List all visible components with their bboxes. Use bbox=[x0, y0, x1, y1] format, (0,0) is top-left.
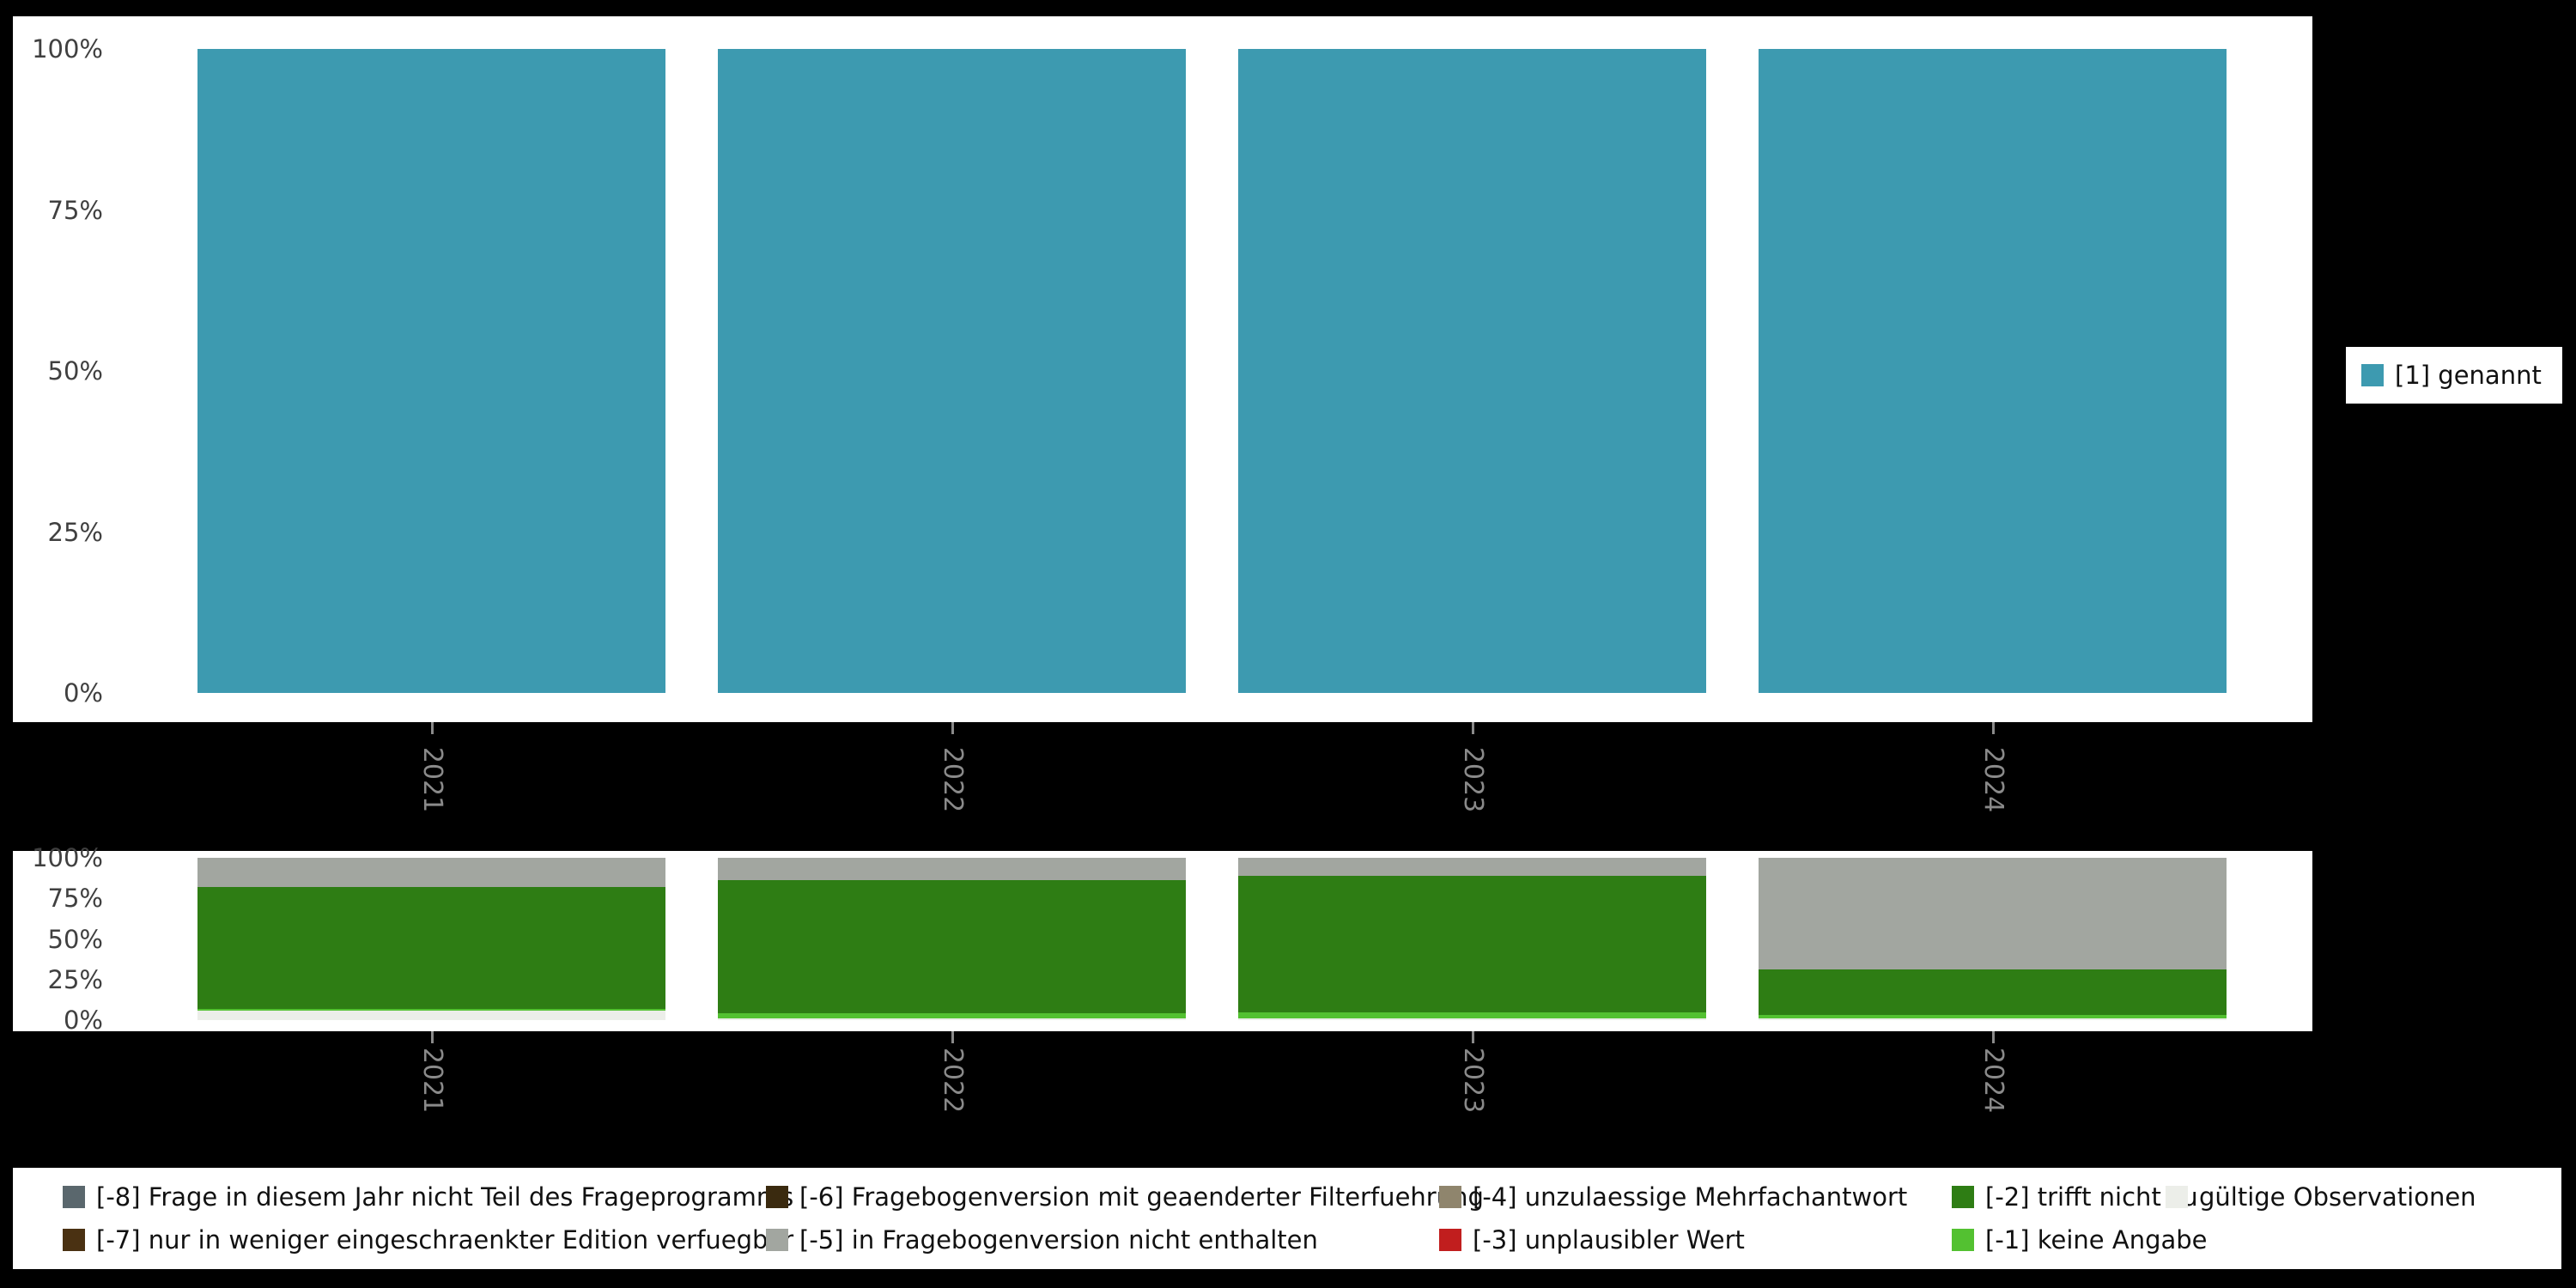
bar-2022-1-keine-angabe[interactable] bbox=[718, 1013, 1186, 1019]
legend-entry-2-trifft-nicht-zu[interactable]: [-2] trifft nicht zu bbox=[1952, 1180, 2198, 1214]
legend-entry-8-frage-in-diesem-jahr-nicht-teil-des-frageprogramms[interactable]: [-8] Frage in diesem Jahr nicht Teil des… bbox=[63, 1180, 793, 1214]
bar-2023-1-keine-angabe[interactable] bbox=[1238, 1012, 1706, 1019]
bar-2023-1-genannt[interactable] bbox=[1238, 49, 1706, 693]
legend-entry-7-nur-in-weniger-eingeschraenkter-edition-verfuegbar[interactable]: [-7] nur in weniger eingeschraenkter Edi… bbox=[63, 1223, 793, 1257]
top-ytick-0: 0% bbox=[63, 678, 103, 708]
legend-label-8-frage-in-diesem-jahr-nicht-teil-des-frageprogramms: [-8] Frage in diesem Jahr nicht Teil des… bbox=[96, 1182, 794, 1212]
top-xlabel-2024: 2024 bbox=[1978, 746, 2008, 813]
legend-entry-5-in-fragebogenversion-nicht-enthalten[interactable]: [-5] in Fragebogenversion nicht enthalte… bbox=[766, 1223, 1318, 1257]
frequencies-legend: [1] genannt bbox=[2346, 347, 2562, 404]
bar-2021-1-genannt[interactable] bbox=[197, 49, 665, 693]
bottom-xtick-2024 bbox=[1991, 1031, 1995, 1043]
bottom-xlabel-2021: 2021 bbox=[416, 1047, 447, 1114]
legend-swatch-4-unzulaessige-mehrfachantwort bbox=[1439, 1186, 1461, 1208]
bottom-ytick-25: 25% bbox=[47, 964, 103, 994]
bar-2024-g-ltige-observationen[interactable] bbox=[1759, 1018, 2227, 1020]
legend-entry-6-fragebogenversion-mit-geaenderter-filterfuehrung[interactable]: [-6] Fragebogenversion mit geaenderter F… bbox=[766, 1180, 1484, 1214]
bar-2024-2-trifft-nicht-zu[interactable] bbox=[1759, 969, 2227, 1016]
missings-chart-panel: 100% 75% 50% 25% 0% bbox=[13, 843, 2312, 1035]
legend-swatch-2-trifft-nicht-zu bbox=[1952, 1186, 1974, 1208]
top-xtick-2023 bbox=[1471, 722, 1474, 734]
legend-swatch-5-in-fragebogenversion-nicht-enthalten bbox=[766, 1229, 788, 1251]
legend-label-4-unzulaessige-mehrfachantwort: [-4] unzulaessige Mehrfachantwort bbox=[1473, 1182, 1908, 1212]
top-xlabel-2023: 2023 bbox=[1457, 746, 1488, 813]
bar-2024-1-genannt[interactable] bbox=[1759, 49, 2227, 693]
bar-2023-5-in-fragebogenversion-nicht-enthalten[interactable] bbox=[1238, 858, 1706, 876]
legend-swatch-3-unplausibler-wert bbox=[1439, 1229, 1461, 1251]
legend-entry-1-keine-angabe[interactable]: [-1] keine Angabe bbox=[1952, 1223, 2208, 1257]
bar-2021-1-keine-angabe[interactable] bbox=[197, 1008, 665, 1011]
bar-2024-5-in-fragebogenversion-nicht-enthalten[interactable] bbox=[1759, 858, 2227, 970]
top-xtick-2022 bbox=[951, 722, 954, 734]
bar-2022-g-ltige-observationen[interactable] bbox=[718, 1018, 1186, 1020]
top-ytick-100: 100% bbox=[32, 34, 103, 64]
bottom-ytick-75: 75% bbox=[47, 884, 103, 914]
bar-2022-5-in-fragebogenversion-nicht-enthalten[interactable] bbox=[718, 858, 1186, 881]
bottom-xtick-2022 bbox=[951, 1031, 954, 1043]
bar-2021-5-in-fragebogenversion-nicht-enthalten[interactable] bbox=[197, 858, 665, 888]
bar-2022-1-genannt[interactable] bbox=[718, 49, 1186, 693]
bottom-ytick-0: 0% bbox=[63, 1005, 103, 1035]
top-xtick-2024 bbox=[1991, 722, 1995, 734]
legend-label-3-unplausibler-wert: [-3] unplausibler Wert bbox=[1473, 1225, 1745, 1255]
bar-2021-2-trifft-nicht-zu[interactable] bbox=[197, 887, 665, 1009]
legend-swatch-7-nur-in-weniger-eingeschraenkter-edition-verfuegbar bbox=[63, 1229, 85, 1251]
legend-label-7-nur-in-weniger-eingeschraenkter-edition-verfuegbar: [-7] nur in weniger eingeschraenkter Edi… bbox=[96, 1225, 794, 1255]
bottom-xtick-2023 bbox=[1471, 1031, 1474, 1043]
legend-label-2-trifft-nicht-zu: [-2] trifft nicht zu bbox=[1985, 1182, 2198, 1212]
legend-label-1-keine-angabe: [-1] keine Angabe bbox=[1985, 1225, 2208, 1255]
legend-entry-g-ltige-observationen[interactable]: gültige Observationen bbox=[2166, 1180, 2476, 1214]
legend-swatch-genannt[interactable] bbox=[2361, 364, 2384, 386]
bar-2023-g-ltige-observationen[interactable] bbox=[1238, 1018, 1706, 1020]
bottom-xlabel-2023: 2023 bbox=[1457, 1047, 1488, 1114]
bottom-ytick-100: 100% bbox=[32, 843, 103, 872]
legend-label-5-in-fragebogenversion-nicht-enthalten: [-5] in Fragebogenversion nicht enthalte… bbox=[799, 1225, 1318, 1255]
top-xlabel-2022: 2022 bbox=[937, 746, 968, 813]
bar-2022-2-trifft-nicht-zu[interactable] bbox=[718, 880, 1186, 1014]
bar-2023-2-trifft-nicht-zu[interactable] bbox=[1238, 875, 1706, 1012]
bar-2024-1-keine-angabe[interactable] bbox=[1759, 1015, 2227, 1019]
bar-2021-g-ltige-observationen[interactable] bbox=[197, 1010, 665, 1020]
legend-swatch-6-fragebogenversion-mit-geaenderter-filterfuehrung bbox=[766, 1186, 788, 1208]
legend-swatch-8-frage-in-diesem-jahr-nicht-teil-des-frageprogramms bbox=[63, 1186, 85, 1208]
bottom-xlabel-2024: 2024 bbox=[1978, 1047, 2008, 1114]
bottom-xtick-2021 bbox=[430, 1031, 434, 1043]
legend-label-g-ltige-observationen: gültige Observationen bbox=[2199, 1182, 2476, 1212]
top-ytick-75: 75% bbox=[47, 195, 103, 225]
legend-entry-3-unplausibler-wert[interactable]: [-3] unplausibler Wert bbox=[1439, 1223, 1745, 1257]
legend-swatch-g-ltige-observationen bbox=[2166, 1186, 2188, 1208]
top-ytick-50: 50% bbox=[47, 356, 103, 386]
top-xlabel-2021: 2021 bbox=[416, 746, 447, 813]
legend-swatch-1-keine-angabe bbox=[1952, 1229, 1974, 1251]
legend-label-6-fragebogenversion-mit-geaenderter-filterfuehrung: [-6] Fragebogenversion mit geaenderter F… bbox=[799, 1182, 1484, 1212]
legend-entry-4-unzulaessige-mehrfachantwort[interactable]: [-4] unzulaessige Mehrfachantwort bbox=[1439, 1180, 1907, 1214]
legend-label-genannt: [1] genannt bbox=[2395, 361, 2542, 390]
top-ytick-25: 25% bbox=[47, 517, 103, 547]
bottom-ytick-50: 50% bbox=[47, 924, 103, 954]
top-xtick-2021 bbox=[430, 722, 434, 734]
frequencies-chart-panel: 100% 75% 50% 25% 0% bbox=[13, 16, 2312, 722]
bottom-xlabel-2022: 2022 bbox=[937, 1047, 968, 1114]
missings-legend: [-8] Frage in diesem Jahr nicht Teil des… bbox=[13, 1168, 2561, 1269]
